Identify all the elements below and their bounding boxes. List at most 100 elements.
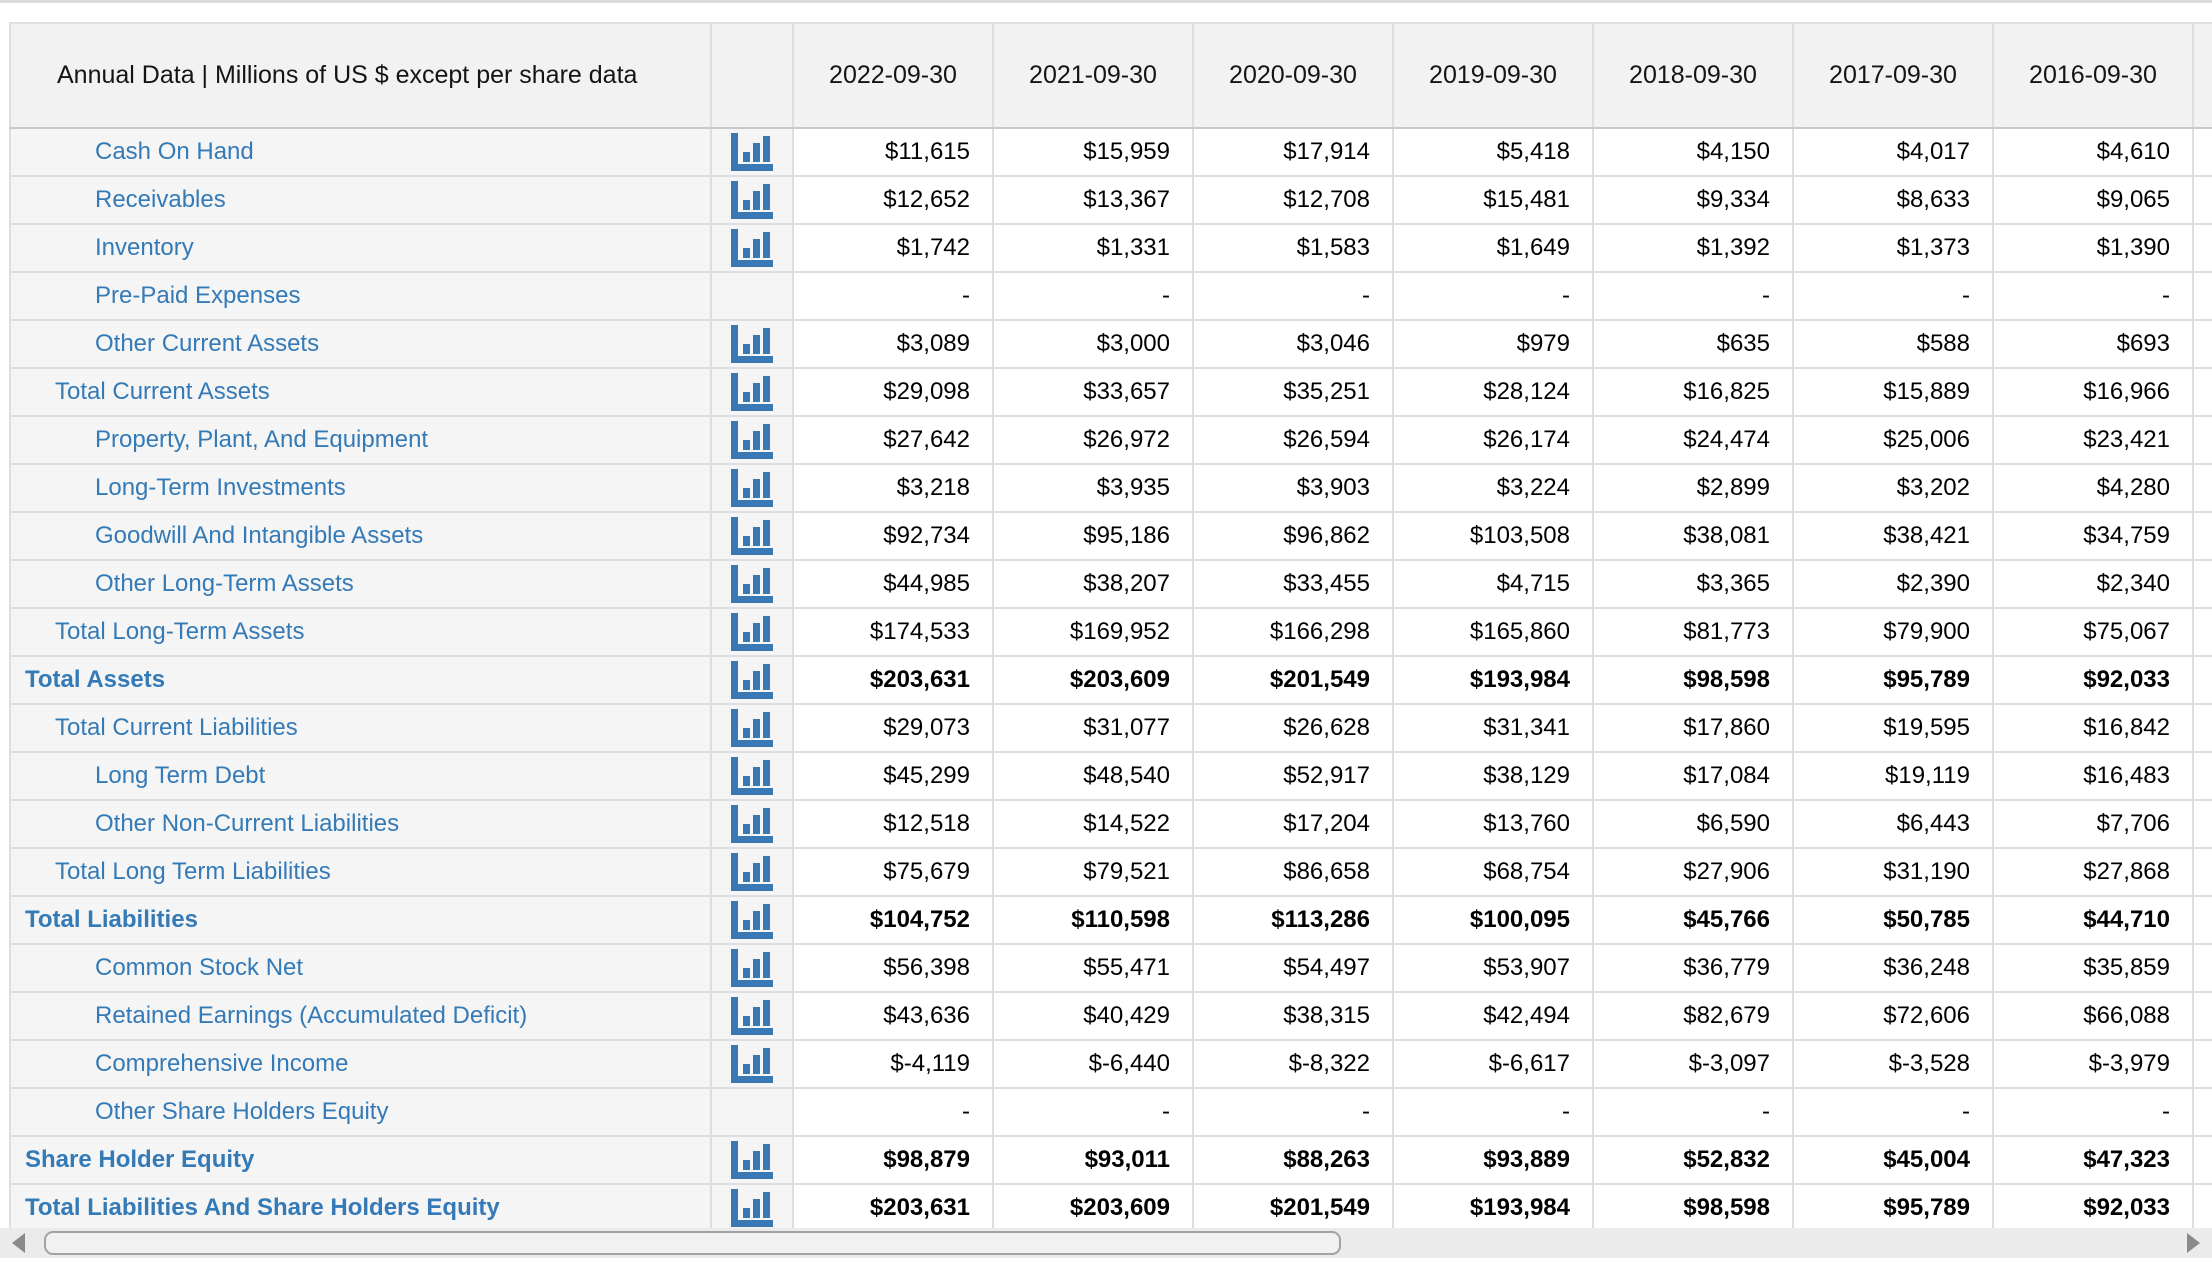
bar-chart-icon <box>731 133 773 171</box>
chart-icon-cell <box>710 703 794 753</box>
chart-link[interactable] <box>731 565 773 603</box>
column-header: 2016-09-30 <box>1992 22 2194 129</box>
chart-link[interactable] <box>731 1045 773 1083</box>
row-label-link[interactable]: Total Current Assets <box>55 378 270 405</box>
chart-icon-cell <box>710 991 794 1041</box>
scrollbar-thumb[interactable] <box>44 1231 1341 1255</box>
table-row: Other Non-Current Liabilities $12,518 $14,… <box>9 799 2212 849</box>
row-label-link[interactable]: Total Assets <box>25 666 166 693</box>
row-label-link[interactable]: Long-Term Investments <box>95 474 346 501</box>
left-arrow-icon[interactable] <box>12 1233 25 1253</box>
table-row: Cash On Hand $11,615 $15,959 $17,914 $5,418 $… <box>9 127 2212 177</box>
value-cell: $29,073 <box>792 703 994 753</box>
chart-link[interactable] <box>731 517 773 555</box>
chart-icon-cell <box>710 847 794 897</box>
bar-chart-icon <box>731 421 773 459</box>
label-cell: Common Stock Net <box>9 943 712 993</box>
value-cell: $201,549 <box>1192 1183 1394 1233</box>
clipped-column-cell <box>2192 223 2212 273</box>
bar-chart-icon <box>731 1189 773 1227</box>
value-cell: $31,190 <box>1792 847 1994 897</box>
row-label-link[interactable]: Goodwill And Intangible Assets <box>95 522 424 549</box>
value-cell: $4,280 <box>1992 463 2194 513</box>
value-cell: $-3,528 <box>1792 1039 1994 1089</box>
clipped-column-cell <box>2192 463 2212 513</box>
value-cell: $26,628 <box>1192 703 1394 753</box>
chart-link[interactable] <box>731 469 773 507</box>
column-header: 2020-09-30 <box>1192 22 1394 129</box>
chart-link[interactable] <box>731 757 773 795</box>
table-row: Total Current Assets $29,098 $33,657 $35,25… <box>9 367 2212 417</box>
chart-link[interactable] <box>731 421 773 459</box>
column-header: 2022-09-30 <box>792 22 994 129</box>
label-cell: Total Current Assets <box>9 367 712 417</box>
row-label-link[interactable]: Other Non-Current Liabilities <box>95 810 400 837</box>
chart-link[interactable] <box>731 1141 773 1179</box>
table-row: Comprehensive Income $-4,119 $-6,440 $-8,32… <box>9 1039 2212 1089</box>
row-label-link[interactable]: Receivables <box>95 186 226 213</box>
chart-link[interactable] <box>731 1189 773 1227</box>
chart-link[interactable] <box>731 325 773 363</box>
value-cell: $174,533 <box>792 607 994 657</box>
chart-icon-cell <box>710 895 794 945</box>
value-cell: $27,906 <box>1592 847 1794 897</box>
chart-link[interactable] <box>731 709 773 747</box>
row-label-link[interactable]: Retained Earnings (Accumulated Deficit) <box>95 1002 528 1029</box>
row-label-link[interactable]: Property, Plant, And Equipment <box>95 426 429 453</box>
value-cell: $23,421 <box>1992 415 2194 465</box>
value-cell: $4,715 <box>1392 559 1594 609</box>
horizontal-scrollbar[interactable] <box>0 1228 2212 1258</box>
chart-link[interactable] <box>731 853 773 891</box>
row-label-link[interactable]: Total Current Liabilities <box>55 714 298 741</box>
chart-link[interactable] <box>731 997 773 1035</box>
row-label-link[interactable]: Inventory <box>95 234 194 261</box>
value-cell: $96,862 <box>1192 511 1394 561</box>
right-arrow-icon[interactable] <box>2187 1233 2200 1253</box>
value-cell: - <box>792 1087 994 1137</box>
row-label-link[interactable]: Total Long-Term Assets <box>55 618 305 645</box>
chart-link[interactable] <box>731 661 773 699</box>
value-cell: $2,340 <box>1992 559 2194 609</box>
value-cell: $75,067 <box>1992 607 2194 657</box>
chart-link[interactable] <box>731 181 773 219</box>
chart-link[interactable] <box>731 613 773 651</box>
clipped-column-cell <box>2192 943 2212 993</box>
value-cell: $1,331 <box>992 223 1194 273</box>
chart-link[interactable] <box>731 901 773 939</box>
value-cell: $-4,119 <box>792 1039 994 1089</box>
label-cell: Other Share Holders Equity <box>9 1087 712 1137</box>
row-label-link[interactable]: Total Liabilities <box>25 906 198 933</box>
chart-link[interactable] <box>731 229 773 267</box>
row-label-link[interactable]: Share Holder Equity <box>25 1146 255 1173</box>
value-cell: $45,766 <box>1592 895 1794 945</box>
row-label-link[interactable]: Cash On Hand <box>95 138 254 165</box>
value-cell: $44,710 <box>1992 895 2194 945</box>
row-label-link[interactable]: Other Current Assets <box>95 330 320 357</box>
chart-link[interactable] <box>731 949 773 987</box>
clipped-column-cell <box>2192 1135 2212 1185</box>
row-label-link[interactable]: Long Term Debt <box>95 762 266 789</box>
row-label-link[interactable]: Other Long-Term Assets <box>95 570 354 597</box>
chart-link[interactable] <box>731 133 773 171</box>
value-cell: $31,341 <box>1392 703 1594 753</box>
value-cell: $12,518 <box>792 799 994 849</box>
chart-link[interactable] <box>731 373 773 411</box>
row-label-link[interactable]: Comprehensive Income <box>95 1050 349 1077</box>
value-cell: $95,789 <box>1792 1183 1994 1233</box>
chart-link[interactable] <box>731 805 773 843</box>
label-cell: Total Assets <box>9 655 712 705</box>
row-label-link[interactable]: Total Long Term Liabilities <box>55 858 331 885</box>
row-label-link[interactable]: Common Stock Net <box>95 954 304 981</box>
row-label-link[interactable]: Total Liabilities And Share Holders Equi… <box>25 1194 500 1221</box>
value-cell: $38,129 <box>1392 751 1594 801</box>
value-cell: $56,398 <box>792 943 994 993</box>
value-cell: $28,124 <box>1392 367 1594 417</box>
value-cell: $193,984 <box>1392 655 1594 705</box>
chart-icon-cell <box>710 607 794 657</box>
value-cell: $17,084 <box>1592 751 1794 801</box>
value-cell: $15,959 <box>992 127 1194 177</box>
row-label-link[interactable]: Other Share Holders Equity <box>95 1098 389 1125</box>
value-cell: $75,679 <box>792 847 994 897</box>
value-cell: $66,088 <box>1992 991 2194 1041</box>
row-label-link[interactable]: Pre-Paid Expenses <box>95 282 301 309</box>
